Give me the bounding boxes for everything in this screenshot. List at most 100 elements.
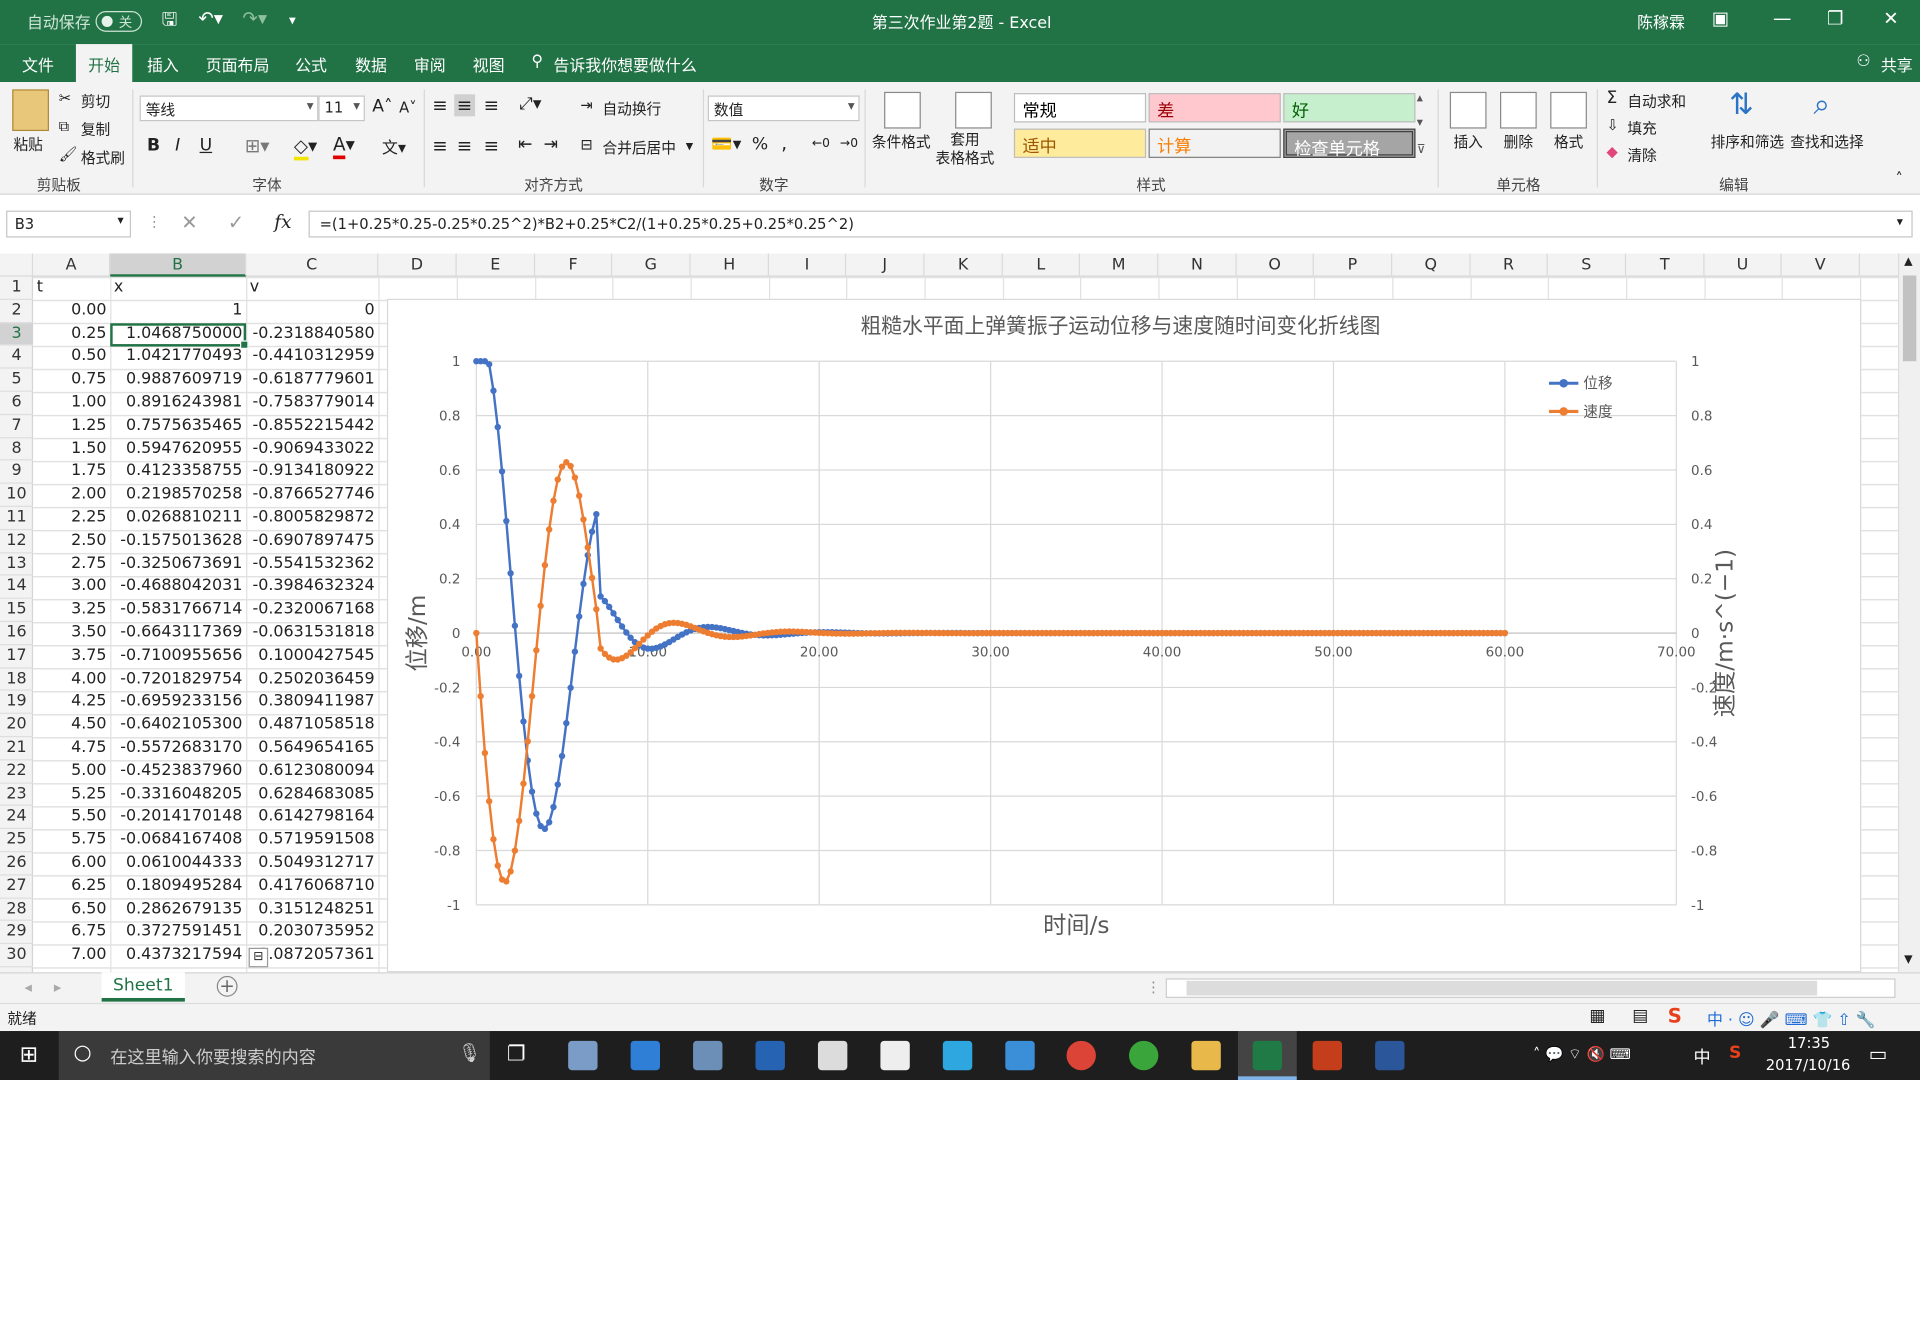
paste-button[interactable]: 粘贴 — [13, 135, 43, 154]
sheet-tab-sheet1[interactable]: Sheet1 — [101, 972, 185, 1002]
row-header[interactable]: 3 — [0, 322, 34, 346]
cell-t[interactable]: 0.00 — [71, 300, 107, 320]
cell-x[interactable]: -0.6643117369 — [120, 623, 243, 642]
autosum-icon[interactable]: Σ — [1606, 88, 1618, 108]
wrap-text-button[interactable]: 自动换行 — [602, 100, 662, 118]
cell-v[interactable]: 0.3809411987 — [258, 692, 375, 711]
cell-x[interactable]: 0.1809495284 — [125, 876, 243, 895]
cell-v[interactable]: -0.3984632324 — [252, 577, 375, 596]
taskbar-app-explorer-icon[interactable] — [1191, 1040, 1221, 1071]
redo-icon[interactable]: ↷▾ — [242, 7, 268, 30]
format-cells-icon[interactable] — [1550, 91, 1587, 129]
maximize-icon[interactable]: ❐ — [1826, 7, 1844, 30]
cell-v[interactable]: 0.0872057361 — [258, 945, 375, 964]
row-header[interactable]: 16 — [0, 622, 34, 646]
cell-t[interactable]: 6.25 — [71, 876, 107, 895]
row-header[interactable]: 5 — [0, 369, 34, 392]
column-header[interactable]: P — [1314, 253, 1393, 277]
autosum-button[interactable]: 自动求和 — [1627, 93, 1687, 111]
tab-page-layout[interactable]: 页面布局 — [205, 57, 270, 76]
taskbar-app-powerpoint-icon[interactable] — [1312, 1040, 1343, 1071]
taskbar-app-photos-icon[interactable] — [568, 1040, 598, 1071]
cell-x[interactable]: 0.2862679135 — [125, 899, 243, 918]
table-format-button[interactable]: 套用 表格格式 — [935, 131, 995, 167]
cell-t[interactable]: 5.25 — [71, 784, 107, 803]
select-all-corner[interactable] — [0, 253, 34, 277]
tell-me-search[interactable]: 告诉我你想要做什么 — [553, 57, 697, 76]
cell-t[interactable]: 2.75 — [71, 554, 107, 573]
taskbar-app-powershell-icon[interactable] — [755, 1040, 785, 1071]
cell-x[interactable]: 1.0421770493 — [125, 347, 243, 366]
column-header[interactable]: U — [1704, 253, 1782, 277]
conditional-format-icon[interactable] — [884, 91, 921, 129]
normal-view-icon[interactable]: ▦ — [1589, 1006, 1606, 1027]
ime-indicator[interactable]: 中 — [1693, 1048, 1711, 1068]
row-header[interactable]: 21 — [0, 737, 34, 761]
comma-button[interactable]: , — [781, 132, 788, 155]
taskbar-app-excel-active[interactable] — [1237, 1031, 1297, 1081]
cell-v[interactable]: 0.2502036459 — [258, 669, 375, 688]
fill-button[interactable]: 填充 — [1627, 120, 1657, 138]
row-header[interactable]: 27 — [0, 875, 34, 899]
column-header[interactable]: M — [1080, 253, 1159, 277]
taskbar-app-browser-icon[interactable] — [1128, 1040, 1159, 1071]
sort-filter-icon[interactable]: ⇅ — [1728, 86, 1754, 122]
align-center-icon[interactable]: ≡ — [456, 134, 473, 157]
style-bad[interactable]: 差 — [1148, 93, 1281, 123]
align-left-icon[interactable]: ≡ — [432, 134, 448, 157]
prev-sheet-icon[interactable]: ◂ — [24, 978, 32, 996]
copy-button[interactable]: 复制 — [80, 121, 111, 139]
cell-t[interactable]: 2.00 — [71, 485, 107, 504]
column-header[interactable]: T — [1626, 253, 1705, 277]
cell-x[interactable]: 1 — [232, 300, 243, 320]
row-header[interactable]: 7 — [0, 415, 34, 438]
cut-icon[interactable]: ✂ — [58, 89, 72, 107]
cell-x[interactable]: -0.7201829754 — [120, 669, 243, 688]
column-header[interactable]: D — [378, 253, 457, 277]
cell-v[interactable]: -0.9069433022 — [252, 439, 375, 458]
taskbar-app-cloud-icon[interactable] — [942, 1040, 973, 1071]
cell-x[interactable]: -0.5831766714 — [120, 600, 243, 619]
horizontal-scrollbar[interactable] — [1165, 978, 1896, 998]
row-header[interactable]: 23 — [0, 783, 34, 807]
row-header[interactable]: 11 — [0, 507, 34, 530]
column-header[interactable]: Q — [1392, 253, 1471, 277]
cell-x[interactable]: 0.0268810211 — [125, 508, 243, 527]
paste-icon[interactable] — [12, 89, 49, 132]
cell-v[interactable]: -0.5541532362 — [252, 554, 375, 573]
line-chart[interactable]: 粗糙水平面上弹簧振子运动位移与速度随时间变化折线图 时间/s 位移/m 速度/m… — [386, 298, 1862, 973]
row-header[interactable]: 18 — [0, 668, 34, 692]
style-good[interactable]: 好 — [1283, 93, 1416, 123]
row-header[interactable]: 15 — [0, 599, 34, 623]
styles-scroll-up-icon[interactable]: ▴ — [1416, 91, 1423, 106]
cell-x[interactable]: 0.9887609719 — [125, 370, 243, 389]
minimize-icon[interactable]: — — [1773, 7, 1792, 30]
cell-t[interactable]: 3.25 — [71, 600, 107, 619]
insert-cells-icon[interactable] — [1449, 91, 1487, 129]
column-header[interactable]: B — [110, 253, 247, 277]
column-header[interactable]: L — [1003, 253, 1081, 277]
cell-t[interactable]: 4.75 — [71, 738, 107, 757]
cell-t[interactable]: 0.75 — [71, 370, 107, 389]
row-header[interactable]: 22 — [0, 760, 34, 784]
save-icon[interactable]: 🖫 — [161, 8, 178, 31]
cell-v[interactable]: 0.5049312717 — [258, 853, 375, 872]
cell-v[interactable]: 0.2030735952 — [258, 922, 375, 941]
merge-dropdown-icon[interactable]: ▾ — [685, 137, 694, 155]
enter-icon[interactable]: ✓ — [227, 210, 245, 234]
row-header[interactable]: 9 — [0, 461, 34, 484]
column-header[interactable]: G — [612, 253, 691, 277]
cell-v[interactable]: 0.5719591508 — [258, 830, 375, 849]
cell-t[interactable]: 1.25 — [71, 416, 107, 435]
font-name-combo[interactable]: 等线 — [139, 95, 319, 122]
column-header[interactable]: J — [846, 253, 925, 277]
cell-x[interactable]: -0.0684167408 — [120, 830, 243, 849]
row-header[interactable]: 26 — [0, 852, 34, 876]
scroll-down-icon[interactable]: ▼ — [1904, 953, 1913, 967]
row-header[interactable]: 14 — [0, 576, 34, 600]
cell-x[interactable]: 0.4373217594 — [125, 945, 243, 964]
share-button[interactable]: 共享 — [1880, 57, 1913, 76]
cell-t[interactable]: 0.50 — [71, 347, 107, 366]
column-header[interactable]: C — [246, 253, 379, 277]
tab-formulas[interactable]: 公式 — [295, 57, 327, 76]
